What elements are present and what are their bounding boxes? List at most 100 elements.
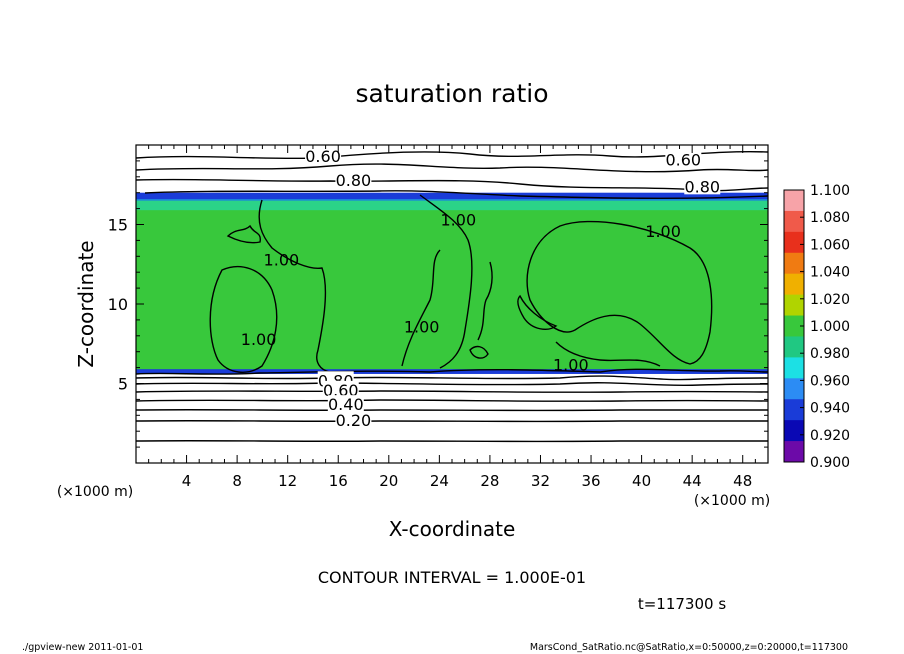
contour-line bbox=[209, 266, 278, 373]
x-axis-label: X-coordinate bbox=[389, 517, 516, 541]
colorbar-labels: 1.100 1.080 1.060 1.040 1.020 1.000 0.980 0.960… bbox=[800, 183, 850, 471]
contour-line bbox=[469, 345, 489, 359]
contour-line bbox=[419, 194, 473, 369]
colorbar-swatch bbox=[784, 420, 804, 442]
x-tick-label: 28 bbox=[480, 472, 499, 490]
colorbar-swatch bbox=[784, 210, 804, 233]
contour-line bbox=[477, 261, 493, 341]
contour-label-bg bbox=[327, 395, 364, 413]
contour-label: 0.20 bbox=[336, 411, 372, 430]
x-tick-label: 40 bbox=[632, 472, 651, 490]
colorbar-swatch bbox=[784, 273, 804, 296]
x-axis-ticks: 4 8 12 16 20 24 28 32 36 40 44 48 bbox=[148, 145, 756, 490]
contour-interval-note: CONTOUR INTERVAL = 1.000E-01 bbox=[318, 568, 586, 587]
contour-label: 1.00 bbox=[553, 355, 589, 374]
contour-label: 0.60 bbox=[305, 147, 341, 166]
colorbar-swatch bbox=[784, 378, 804, 400]
colorbar-swatch bbox=[784, 357, 804, 379]
y-tick-label: 15 bbox=[108, 216, 128, 235]
contour-label-bg bbox=[335, 411, 372, 429]
contour-label-bg bbox=[665, 150, 702, 168]
top-edge-band bbox=[136, 192, 768, 201]
contour-line bbox=[136, 178, 768, 192]
colorbar-label: 0.960 bbox=[810, 373, 850, 389]
contour-label: 1.00 bbox=[441, 211, 477, 230]
x-tick-label: 32 bbox=[531, 472, 550, 490]
contour-line bbox=[144, 190, 768, 200]
contour-line bbox=[226, 224, 262, 244]
colorbar-swatch bbox=[784, 294, 804, 317]
contour-lines bbox=[136, 151, 768, 443]
x-tick-label: 44 bbox=[683, 472, 702, 490]
contour-label-bg bbox=[335, 170, 372, 188]
colorbar-swatch bbox=[784, 336, 804, 358]
contour-label: 1.00 bbox=[404, 317, 440, 336]
contour-labels: 0.60 0.60 0.80 0.80 1.00 1.00 1.00 1.00 1.00 1.00… bbox=[241, 147, 721, 430]
contour-label: 0.40 bbox=[328, 395, 364, 414]
contour-line bbox=[136, 390, 768, 393]
y-axis-ticks: 5 10 15 bbox=[108, 160, 768, 448]
colorbar-label: 0.980 bbox=[810, 346, 850, 362]
contour-line bbox=[136, 163, 768, 173]
colorbar-swatch bbox=[784, 190, 804, 212]
x-axis-unit: (×1000 m) bbox=[694, 493, 770, 509]
contour-line bbox=[136, 399, 768, 402]
colorbar-label: 0.900 bbox=[810, 455, 850, 471]
saturated-region bbox=[136, 195, 768, 373]
colorbar bbox=[784, 190, 804, 463]
contour-label-bg bbox=[684, 177, 721, 195]
colorbar-swatch bbox=[784, 441, 804, 463]
contour-line bbox=[526, 220, 713, 365]
contour-line bbox=[136, 375, 768, 381]
x-tick-label: 12 bbox=[278, 472, 297, 490]
y-axis-unit: (×1000 m) bbox=[57, 484, 133, 500]
x-tick-label: 36 bbox=[581, 472, 600, 490]
contour-label: 1.00 bbox=[264, 250, 300, 269]
contour-line bbox=[136, 420, 768, 423]
footer-left: ./gpview-new 2011-01-01 bbox=[22, 642, 143, 653]
x-tick-label: 20 bbox=[379, 472, 398, 490]
footer-right: MarsCond_SatRatio.nc@SatRatio,x=0:50000,… bbox=[530, 642, 848, 653]
colorbar-label: 1.080 bbox=[810, 210, 850, 226]
y-axis-label: Z-coordinate bbox=[74, 240, 98, 367]
colorbar-swatch bbox=[784, 231, 804, 254]
y-tick-label: 5 bbox=[118, 375, 128, 394]
x-tick-label: 24 bbox=[430, 472, 449, 490]
colorbar-label: 1.000 bbox=[810, 319, 850, 335]
top-edge-band bbox=[136, 199, 768, 211]
contour-label: 1.00 bbox=[645, 222, 681, 241]
contour-label-bg bbox=[322, 380, 359, 398]
contour-line bbox=[136, 409, 768, 412]
contour-line bbox=[401, 249, 441, 367]
x-tick-label: 48 bbox=[733, 472, 752, 490]
contour-line bbox=[136, 151, 768, 160]
colorbar-swatch bbox=[784, 399, 804, 421]
contour-label: 0.60 bbox=[323, 381, 359, 400]
contour-label: 0.60 bbox=[665, 150, 701, 169]
colorbar-swatch bbox=[784, 315, 804, 337]
contour-line bbox=[136, 440, 768, 443]
colorbar-label: 1.020 bbox=[810, 292, 850, 308]
bottom-edge-band bbox=[136, 369, 768, 374]
colorbar-label: 1.040 bbox=[810, 265, 850, 281]
contour-line bbox=[258, 199, 331, 373]
contour-line bbox=[136, 382, 768, 387]
colorbar-label: 1.060 bbox=[810, 237, 850, 253]
colorbar-label: 0.920 bbox=[810, 428, 850, 444]
contour-line bbox=[555, 341, 661, 367]
contour-line bbox=[136, 368, 768, 375]
contour-label: 0.80 bbox=[336, 171, 372, 190]
chart-title: saturation ratio bbox=[355, 79, 548, 108]
x-tick-label: 16 bbox=[329, 472, 348, 490]
contour-label: 0.80 bbox=[684, 177, 720, 196]
contour-label-bg bbox=[305, 147, 342, 165]
time-label: t=117300 s bbox=[638, 595, 726, 613]
saturation-field bbox=[136, 192, 768, 374]
colorbar-swatch bbox=[784, 252, 804, 275]
colorbar-label: 1.100 bbox=[810, 183, 850, 199]
contour-label: 1.00 bbox=[241, 330, 277, 349]
x-tick-label: 4 bbox=[182, 472, 192, 490]
x-tick-label: 8 bbox=[232, 472, 242, 490]
y-tick-label: 10 bbox=[108, 295, 128, 314]
